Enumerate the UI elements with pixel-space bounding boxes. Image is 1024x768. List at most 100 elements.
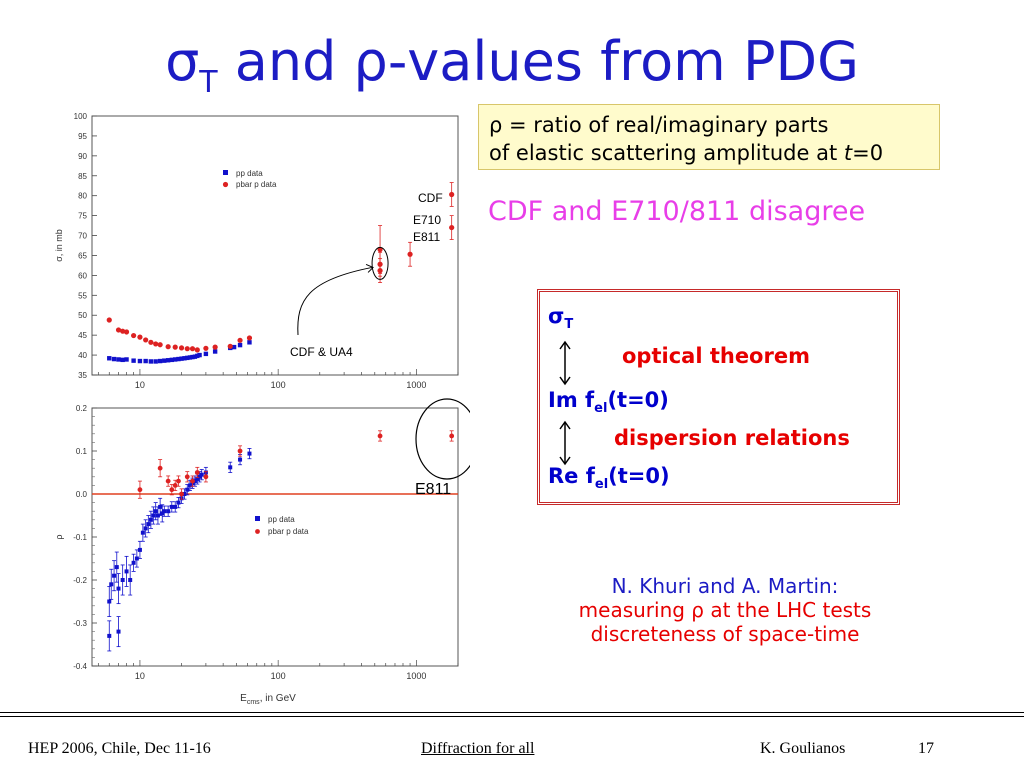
- y-tick-label: 40: [78, 351, 87, 360]
- khuri-martin-note: N. Khuri and A. Martin: measuring ρ at t…: [540, 574, 910, 646]
- x-tick-label: 10: [135, 380, 145, 390]
- y-tick-label: 50: [78, 311, 87, 320]
- pp-data-point: [143, 526, 148, 531]
- cdf-ua4-annotation: CDF & UA4: [290, 345, 353, 359]
- sigma-total-plot: 35 40 45 50 55 60 65 70 75 80 85 90 95 100 10 100 1000 σ,…: [54, 112, 459, 390]
- rho-plot: -0.4 -0.3 -0.2 -0.1 0.0 0.1 0.2 10 100 1000 ρ pp da…: [54, 398, 470, 705]
- y-tick-label: 0.2: [76, 404, 88, 413]
- pp-data-point: [176, 356, 181, 362]
- slide-footer: HEP 2006, Chile, Dec 11-16 Diffraction f…: [0, 712, 1024, 768]
- khuri-martin-line3: discreteness of space-time: [590, 622, 860, 646]
- pp-data-point: [195, 353, 200, 359]
- pp-data-point: [169, 357, 174, 363]
- khuri-martin-line2: measuring ρ at the LHC tests: [578, 598, 872, 622]
- pp-data-point: [192, 479, 197, 484]
- pbarp-data-point: [115, 327, 122, 333]
- footer-talk-title[interactable]: Diffraction for all: [421, 740, 535, 757]
- pbarp-data-point: [227, 343, 233, 349]
- rho-definition-box: ρ = ratio of real/imaginary parts of ela…: [478, 104, 940, 170]
- pbarp-data-point: [237, 337, 243, 343]
- pbarp-data-point: [165, 478, 171, 484]
- plot-frame: [91, 115, 459, 376]
- pp-data-point: [151, 513, 156, 518]
- pp-data-point: [120, 578, 125, 582]
- pp-data-point: [237, 342, 243, 348]
- pp-data-point: [162, 509, 167, 514]
- pbarp-data-point: [120, 328, 126, 334]
- y-tick-label: 65: [78, 251, 87, 260]
- pbarp-data-point: [106, 317, 112, 323]
- pbarp-data-point: [148, 339, 154, 345]
- x-axis-label: Ecms, in GeV: [240, 693, 296, 705]
- pbarp-data-point: [377, 433, 383, 439]
- pp-data-point: [148, 517, 153, 522]
- y-axis-label: σ, in mb: [54, 229, 64, 262]
- pbarp-data-point: [157, 342, 163, 348]
- pp-data-point: [169, 504, 174, 509]
- pp-data-point: [182, 492, 187, 496]
- footer-rule-top: [0, 712, 1024, 713]
- pp-data-point: [231, 344, 237, 350]
- y-tick-label: 100: [74, 112, 88, 121]
- pbarp-data-point: [449, 224, 455, 231]
- pp-data-point: [146, 522, 151, 527]
- pp-data-point: [158, 504, 163, 509]
- pp-data-point: [157, 358, 163, 364]
- pp-data-point: [187, 355, 193, 360]
- pbarp-data-point: [165, 344, 171, 350]
- up-down-arrow-icon: [559, 340, 571, 386]
- pbarp-data-point: [377, 268, 383, 274]
- annotation-arrow: [297, 266, 373, 336]
- pp-data-point: [187, 483, 192, 488]
- pp-data-point: [192, 354, 198, 359]
- pp-data-point: [155, 513, 160, 518]
- y-tick-label: 60: [78, 271, 87, 280]
- optical-theorem-label: optical theorem: [622, 344, 810, 368]
- pp-data-point: [176, 500, 181, 505]
- pbarp-data-point: [153, 341, 159, 347]
- y-tick-label: 95: [78, 132, 87, 141]
- pbarp-data-point: [169, 487, 175, 493]
- pp-data-point: [134, 556, 139, 561]
- legend-pbarp-label: pbar p data: [268, 527, 309, 536]
- pp-data-point: [107, 356, 112, 361]
- y-tick-label: 85: [78, 172, 87, 181]
- cdf-annotation: CDF: [418, 191, 443, 205]
- pp-data-point: [165, 358, 171, 363]
- pbarp-data-point: [178, 345, 185, 351]
- pp-data-point: [238, 457, 243, 462]
- pbarp-data-point: [203, 345, 209, 351]
- pp-data-point: [197, 352, 202, 358]
- y-tick-label: 45: [78, 331, 87, 340]
- legend-pbarp-marker: [222, 181, 229, 188]
- dispersion-relations-label: dispersion relations: [614, 426, 850, 450]
- pp-data-point: [128, 578, 133, 582]
- pp-data-point: [203, 351, 209, 357]
- pp-data-point: [131, 358, 136, 363]
- pbarp-data-point: [143, 337, 149, 343]
- pbarp-data-point: [237, 448, 243, 454]
- pp-data-point: [247, 340, 252, 345]
- pp-data-point: [173, 357, 178, 362]
- pp-data-point: [114, 565, 119, 570]
- y-tick-label: 0.0: [76, 490, 88, 499]
- pp-data-point: [124, 569, 129, 574]
- pbarp-data-point: [194, 470, 200, 475]
- pbarp-data-point: [189, 346, 196, 352]
- im-fel-label: Im fel(t=0): [548, 388, 669, 417]
- pbarp-data-point: [190, 478, 195, 484]
- pbarp-data-point: [131, 332, 137, 339]
- pp-data-point: [109, 582, 114, 587]
- pbarp-data-point: [407, 251, 413, 257]
- pp-data-point: [140, 530, 145, 535]
- re-fel-label: Re fel(t=0): [548, 464, 670, 493]
- pbarp-data-point: [176, 478, 181, 484]
- x-tick-label: 100: [271, 380, 286, 390]
- khuri-martin-authors: N. Khuri and A. Martin:: [611, 574, 839, 598]
- pbarp-data-point: [184, 474, 190, 480]
- pp-data-point: [131, 560, 136, 565]
- pbarp-data-point: [172, 344, 178, 350]
- pp-data-point: [162, 358, 167, 363]
- disagreement-note: CDF and E710/811 disagree: [488, 196, 866, 227]
- pp-data-point: [120, 357, 125, 363]
